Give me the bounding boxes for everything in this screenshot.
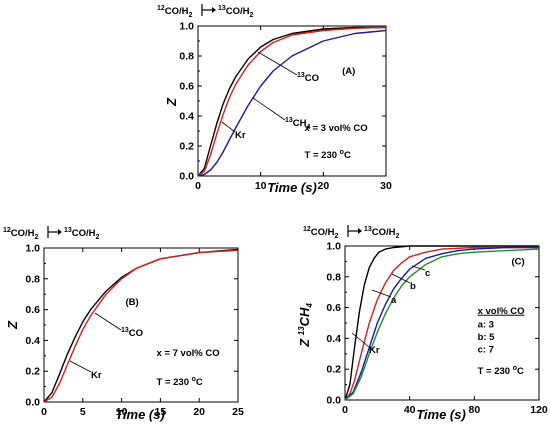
leader-line bbox=[69, 360, 92, 373]
y-tick-label: 1.0 bbox=[326, 241, 341, 253]
y-tick-label: 1.0 bbox=[25, 243, 40, 255]
series-label: Kr bbox=[235, 130, 246, 141]
x-tick-label: 10 bbox=[255, 180, 267, 192]
series-line-kr bbox=[197, 26, 386, 177]
series-line-13ch4 bbox=[197, 29, 387, 177]
x-tick-label: 30 bbox=[380, 180, 392, 192]
leader-line bbox=[391, 273, 411, 284]
series-line-13co bbox=[43, 249, 239, 403]
x-tick-label: 0 bbox=[195, 180, 201, 192]
x-tick-label: 120 bbox=[530, 404, 548, 416]
x-tick-label: 0 bbox=[342, 404, 348, 416]
y-tick-label: 0.6 bbox=[326, 302, 341, 314]
series-label: 13CH4 bbox=[285, 117, 311, 131]
series-label: Kr bbox=[91, 370, 102, 381]
leader-line bbox=[221, 121, 236, 133]
x-tick-label: 25 bbox=[232, 406, 244, 418]
series-line-kr bbox=[344, 245, 539, 401]
x-axis-label: Time (s) bbox=[115, 407, 165, 422]
header-gas-from: 12CO/H2 bbox=[303, 226, 339, 240]
header-gas-to: 13CO/H2 bbox=[364, 226, 400, 240]
annotation: x = 7 vol% CO bbox=[157, 348, 220, 359]
chart-panel-a: 0.0 0.2 0.4 0.6 0.8 1.0 0 10 20 30 Time (s) Z 12CO/H… bbox=[157, 4, 392, 195]
series-line-13co bbox=[197, 26, 387, 177]
y-axis-label: Z 13CH4 bbox=[297, 303, 314, 348]
leader-line bbox=[351, 332, 370, 348]
arrow-head-icon bbox=[358, 228, 362, 234]
leader-line bbox=[94, 312, 122, 331]
series-label: 13CO bbox=[121, 327, 143, 339]
y-tick-label: 0.4 bbox=[25, 335, 40, 347]
annotation: x = 3 vol% CO bbox=[305, 123, 368, 134]
x-tick-label: 40 bbox=[404, 404, 416, 416]
x-tick-label: 10 bbox=[116, 406, 128, 418]
annotation: T = 230 oC bbox=[157, 376, 203, 388]
series-label: 13CO bbox=[297, 72, 319, 84]
arrow-head-icon bbox=[58, 229, 62, 235]
y-tick-label: 0.2 bbox=[326, 364, 341, 376]
x-tick-label: 5 bbox=[80, 406, 86, 418]
chart-panel-c: 0.0 0.2 0.4 0.6 0.8 1.0 0 40 80 120 Time (s) Z 13CH… bbox=[297, 225, 548, 422]
chart-panel-b: 0.0 0.2 0.4 0.6 0.8 1.0 0 5 10 15 20 25 Time (s) Z 12C… bbox=[3, 226, 244, 422]
x-axis-label: Time (s) bbox=[267, 180, 317, 195]
header-gas-from: 12CO/H2 bbox=[157, 5, 193, 19]
series-label: c bbox=[425, 268, 430, 279]
x-tick-label: 0 bbox=[41, 406, 47, 418]
leader-line bbox=[371, 289, 392, 298]
series-line-c bbox=[344, 248, 540, 401]
annotation: T = 230 oC bbox=[478, 365, 524, 377]
plot-frame bbox=[344, 245, 540, 401]
plot-frame bbox=[43, 247, 239, 403]
series-label: Kr bbox=[369, 345, 380, 356]
y-tick-label: 0.2 bbox=[179, 141, 194, 153]
annotation: a: 3 bbox=[478, 320, 494, 331]
series-line-kr bbox=[43, 248, 239, 403]
leader-line bbox=[252, 97, 286, 121]
header-gas-from: 12CO/H2 bbox=[3, 227, 39, 241]
leader-line bbox=[257, 51, 298, 76]
series-line-b bbox=[344, 246, 539, 401]
x-tick-label: 15 bbox=[155, 406, 167, 418]
y-tick-label: 0.0 bbox=[326, 395, 341, 407]
series-label: a bbox=[391, 295, 397, 306]
y-tick-label: 0.4 bbox=[326, 333, 341, 345]
y-axis-label: Z bbox=[5, 320, 20, 330]
annotation: x vol% CO bbox=[478, 306, 525, 317]
annotation: c: 7 bbox=[478, 344, 494, 355]
arrow-head-icon bbox=[212, 7, 216, 13]
leader-line bbox=[411, 265, 426, 271]
y-tick-label: 0.4 bbox=[179, 111, 194, 123]
header-gas-to: 13CO/H2 bbox=[64, 227, 100, 241]
y-tick-label: 0.6 bbox=[179, 81, 194, 93]
y-tick-label: 0.6 bbox=[25, 304, 40, 316]
y-tick-label: 1.0 bbox=[179, 21, 194, 33]
series-label: b bbox=[410, 281, 416, 292]
x-tick-label: 20 bbox=[317, 180, 329, 192]
annotation: b: 5 bbox=[478, 332, 496, 343]
y-tick-label: 0.0 bbox=[25, 397, 40, 409]
y-axis-label: Z bbox=[164, 97, 179, 107]
annotation: (C) bbox=[512, 256, 525, 267]
y-tick-label: 0.8 bbox=[25, 273, 40, 285]
y-tick-label: 0.8 bbox=[179, 51, 194, 63]
annotation: T = 230 oC bbox=[305, 149, 351, 161]
series-line-a bbox=[344, 246, 539, 401]
x-axis-label: Time (s) bbox=[416, 407, 466, 422]
annotation: (B) bbox=[125, 297, 138, 308]
x-tick-label: 20 bbox=[193, 406, 205, 418]
y-tick-label: 0.0 bbox=[179, 171, 194, 183]
y-tick-label: 0.8 bbox=[326, 271, 341, 283]
y-tick-label: 0.2 bbox=[25, 366, 40, 378]
plot-frame bbox=[197, 25, 387, 177]
x-tick-label: 80 bbox=[468, 404, 480, 416]
annotation: (A) bbox=[342, 66, 355, 77]
header-gas-to: 13CO/H2 bbox=[218, 5, 254, 19]
